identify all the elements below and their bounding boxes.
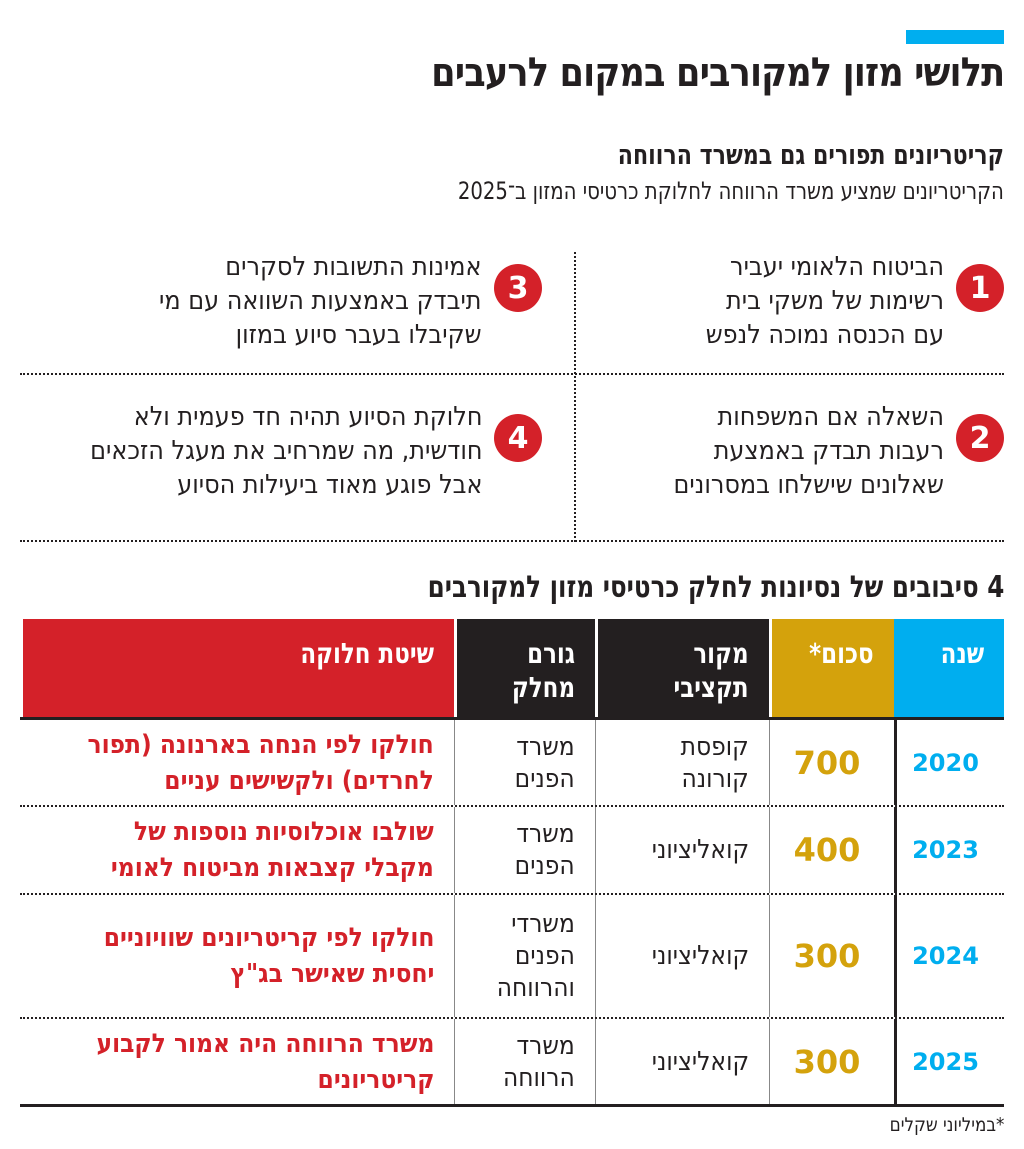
table-row: 2024 300 קואליציוני משרדי הפנים והרווחה … bbox=[20, 895, 1004, 1019]
criterion-2: 2 השאלה אם המשפחות רעבות תבדק באמצעת שאל… bbox=[650, 400, 1004, 502]
cell-budget-source: קואליציוני bbox=[595, 895, 769, 1017]
cell-budget-source: קופסת קורונה bbox=[595, 720, 769, 805]
grid-divider-horizontal bbox=[20, 373, 1004, 375]
number-badge-icon: 2 bbox=[956, 414, 1004, 462]
accent-bar bbox=[906, 30, 1004, 44]
grid-divider-bottom bbox=[20, 540, 1004, 542]
grid-divider-vertical bbox=[574, 252, 576, 542]
table-row: 2025 300 קואליציוני משרד הרווחה משרד הרו… bbox=[20, 1019, 1004, 1107]
table-row: 2020 700 קופסת קורונה משרד הפנים חולקו ל… bbox=[20, 720, 1004, 807]
number-badge-icon: 1 bbox=[956, 264, 1004, 312]
cell-distribution-method: חולקו לפי קריטריונים שוויוניים יחסית שאי… bbox=[103, 923, 434, 989]
cell-year: 2025 bbox=[894, 1019, 1004, 1104]
cell-distributor: משרדי הפנים והרווחה bbox=[454, 895, 595, 1017]
header-distributor: גורם מחלק bbox=[454, 619, 595, 717]
section-description: הקריטריונים שמציע משרד הרווחה לחלוקת כרט… bbox=[457, 177, 1004, 205]
criterion-1: 1 הביטוח הלאומי יעביר רשימות של משקי בית… bbox=[685, 250, 1004, 352]
cell-distributor: משרד הרווחה bbox=[454, 1019, 595, 1104]
criterion-text: השאלה אם המשפחות רעבות תבדק באמצעת שאלונ… bbox=[673, 402, 944, 500]
cell-sum: 700 bbox=[769, 720, 894, 805]
criterion-3: 3 אמינות התשובות לסקרים תיבדק באמצעות הש… bbox=[131, 250, 542, 352]
cell-year: 2023 bbox=[894, 807, 1004, 893]
cell-sum: 400 bbox=[769, 807, 894, 893]
distribution-table: שנה סכום* מקור תקציבי גורם מחלק שיטת חלו… bbox=[20, 619, 1004, 1107]
main-title: תלושי מזון למקורבים במקום לרעבים bbox=[430, 50, 1005, 96]
criterion-text: הביטוח הלאומי יעביר רשימות של משקי בית ע… bbox=[705, 252, 944, 350]
cell-budget-source: קואליציוני bbox=[595, 807, 769, 893]
header-distribution-method: שיטת חלוקה bbox=[20, 619, 454, 717]
header-year: שנה bbox=[894, 619, 1004, 717]
table-row: 2023 400 קואליציוני משרד הפנים שולבו אוכ… bbox=[20, 807, 1004, 895]
criterion-text: אמינות התשובות לסקרים תיבדק באמצעות השוו… bbox=[159, 252, 482, 350]
table-title: 4 סיבובים של נסיונות לחלק כרטיסי מזון למ… bbox=[427, 570, 1004, 605]
cell-distribution-method: חולקו לפי הנחה בארנונה (תפור לחרדים) ולק… bbox=[87, 729, 434, 796]
cell-distributor: משרד הפנים bbox=[454, 720, 595, 805]
header-budget-source: מקור תקציבי bbox=[595, 619, 769, 717]
cell-distribution-method: שולבו אוכלוסיות נוספות של מקבלי קצבאות מ… bbox=[111, 817, 434, 883]
cell-distribution-method: משרד הרווחה היה אמור לקבוע קריטריונים bbox=[96, 1028, 434, 1095]
criteria-grid: 1 הביטוח הלאומי יעביר רשימות של משקי בית… bbox=[20, 240, 1004, 542]
table-header: שנה סכום* מקור תקציבי גורם מחלק שיטת חלו… bbox=[20, 619, 1004, 720]
cell-distributor: משרד הפנים bbox=[454, 807, 595, 893]
cell-year: 2020 bbox=[894, 720, 1004, 805]
cell-sum: 300 bbox=[769, 895, 894, 1017]
criterion-4: 4 חלוקת הסיוע תהיה חד פעמית ולא חודשית, … bbox=[56, 400, 542, 502]
criterion-text: חלוקת הסיוע תהיה חד פעמית ולא חודשית, מה… bbox=[89, 402, 482, 500]
cell-budget-source: קואליציוני bbox=[595, 1019, 769, 1104]
cell-sum: 300 bbox=[769, 1019, 894, 1104]
footnote: *במיליוני שקלים bbox=[889, 1114, 1004, 1136]
cell-year: 2024 bbox=[894, 895, 1004, 1017]
number-badge-icon: 4 bbox=[494, 414, 542, 462]
number-badge-icon: 3 bbox=[494, 264, 542, 312]
header-sum: סכום* bbox=[769, 619, 894, 717]
section-title: קריטריונים תפורים גם במשרד הרווחה bbox=[617, 140, 1004, 171]
